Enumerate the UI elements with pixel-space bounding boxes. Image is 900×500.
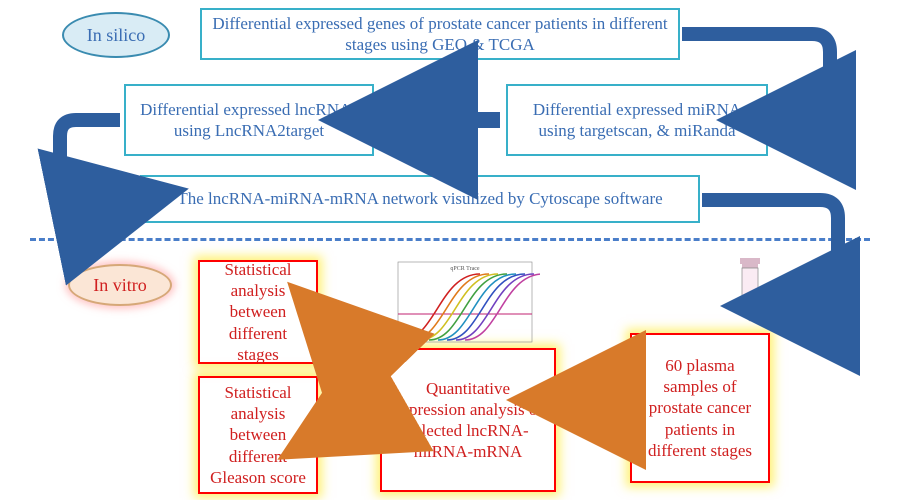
arrow-quant-to-stage xyxy=(326,322,382,380)
arrow-s3-to-s4 xyxy=(60,120,134,212)
arrow-s1-to-s2 xyxy=(682,34,830,120)
arrow-quant-to-gleason xyxy=(326,400,382,432)
arrow-s4-to-vitro xyxy=(702,200,838,306)
arrows-layer xyxy=(0,0,900,500)
